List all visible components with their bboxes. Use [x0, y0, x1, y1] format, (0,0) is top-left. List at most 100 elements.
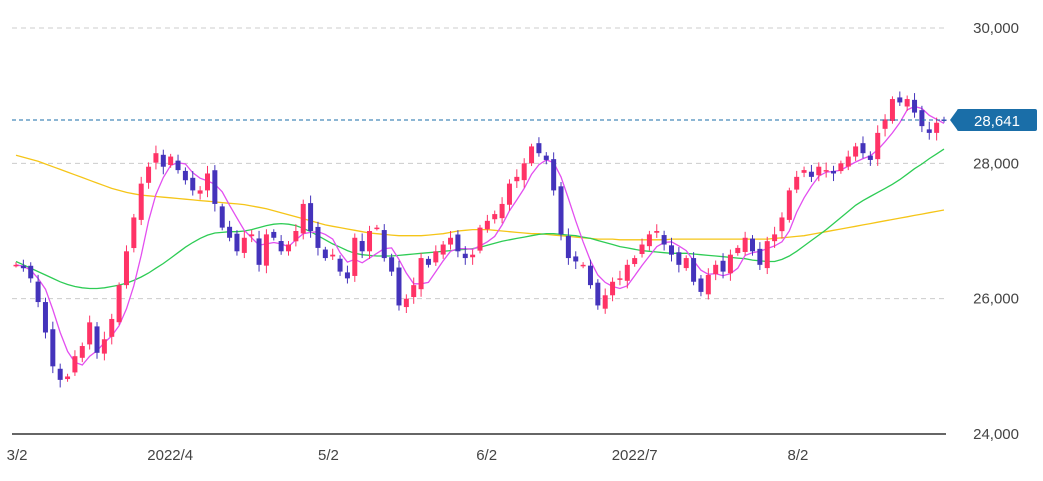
- candle-body: [543, 155, 549, 160]
- candle-body: [838, 163, 844, 172]
- candle-body: [337, 258, 343, 272]
- candle-body: [772, 234, 778, 242]
- candle-body: [816, 166, 822, 176]
- y-tick-label: 30,000: [973, 20, 1019, 37]
- candle-body: [565, 236, 571, 259]
- candle-body: [13, 264, 19, 267]
- candle-body: [138, 183, 144, 220]
- candle-body: [153, 153, 159, 163]
- axes: 30,000 28,000 26,000 24,000 3/2 2022/4 5/2 6/2 2…: [7, 20, 1019, 464]
- candle-body: [529, 146, 535, 164]
- candle-body: [448, 237, 454, 245]
- candle-body: [175, 160, 181, 171]
- candle-body: [204, 173, 210, 191]
- candle-body: [602, 295, 608, 309]
- candle-body: [182, 170, 188, 181]
- candle-body: [20, 265, 26, 269]
- candle-body: [197, 190, 203, 194]
- x-tick-label: 8/2: [788, 447, 809, 464]
- candle-body: [506, 183, 512, 205]
- candle-body: [713, 264, 719, 275]
- x-tick-label: 2022/7: [612, 447, 658, 464]
- candle-body: [750, 238, 756, 252]
- candle-body: [28, 265, 34, 279]
- candle-body: [219, 206, 225, 228]
- candle-body: [624, 264, 630, 281]
- candle-body: [889, 99, 895, 121]
- candle-body: [514, 176, 520, 182]
- candle-body: [352, 237, 358, 276]
- candle-body: [668, 245, 674, 255]
- candle-body: [794, 176, 800, 190]
- candle-body: [484, 220, 490, 230]
- candle-body: [912, 99, 918, 113]
- y-tick-label: 26,000: [973, 291, 1019, 308]
- candle-body: [286, 244, 292, 252]
- candle-body: [521, 163, 527, 181]
- candle-body: [462, 253, 468, 259]
- candle-body: [934, 122, 940, 133]
- candle-body: [536, 143, 542, 154]
- candle-body: [587, 265, 593, 286]
- candle-body: [867, 155, 873, 160]
- candle-body: [234, 233, 240, 252]
- last-price-tag-arrow: [950, 108, 958, 131]
- candle-body: [676, 252, 682, 265]
- candle-body: [418, 258, 424, 290]
- candle-body: [94, 326, 100, 353]
- candle-body: [492, 214, 498, 220]
- candle-body: [661, 235, 667, 245]
- candle-body: [551, 159, 557, 191]
- candlestick-series: [13, 91, 947, 388]
- candle-body: [705, 274, 711, 295]
- candle-body: [646, 234, 652, 247]
- candle-body: [919, 110, 925, 127]
- candle-body: [190, 177, 196, 191]
- candle-body: [558, 186, 564, 235]
- candle-body: [573, 256, 579, 262]
- candle-body: [411, 285, 417, 298]
- candle-body: [499, 203, 505, 219]
- candle-body: [853, 146, 859, 157]
- candle-body: [440, 244, 446, 255]
- candle-body: [315, 226, 321, 248]
- y-tick-label: 28,000: [973, 155, 1019, 172]
- candle-body: [425, 258, 431, 265]
- candle-body: [109, 318, 115, 337]
- candle-body: [683, 258, 689, 269]
- candle-body: [72, 356, 78, 373]
- candle-body: [116, 285, 122, 323]
- candle-body: [131, 217, 137, 249]
- candle-body: [381, 230, 387, 259]
- candle-body: [720, 260, 726, 272]
- candle-body: [241, 237, 247, 253]
- last-price-indicator: 28,641: [12, 108, 1037, 131]
- candle-body: [455, 234, 461, 252]
- candle-body: [757, 248, 763, 265]
- candle-body: [742, 237, 748, 252]
- candle-body: [801, 170, 807, 173]
- candle-body: [359, 241, 365, 252]
- candle-body: [212, 170, 218, 204]
- candle-body: [168, 156, 174, 166]
- last-price-label: 28,641: [974, 113, 1020, 130]
- candle-body: [632, 258, 638, 265]
- candle-body: [42, 302, 48, 333]
- candle-body: [57, 368, 63, 380]
- candle-body: [293, 231, 299, 242]
- candle-body: [79, 346, 85, 358]
- candle-body: [904, 99, 910, 107]
- grid: [12, 27, 946, 300]
- ma-mid-line: [15, 148, 945, 290]
- candle-body: [698, 278, 704, 292]
- candle-body: [764, 241, 770, 269]
- candle-body: [654, 231, 660, 233]
- candle-body: [808, 171, 814, 177]
- candle-body: [470, 254, 476, 258]
- candle-body: [300, 203, 306, 234]
- candle-body: [146, 166, 152, 183]
- candle-body: [617, 278, 623, 280]
- candle-body: [433, 251, 439, 263]
- candle-body: [580, 264, 586, 267]
